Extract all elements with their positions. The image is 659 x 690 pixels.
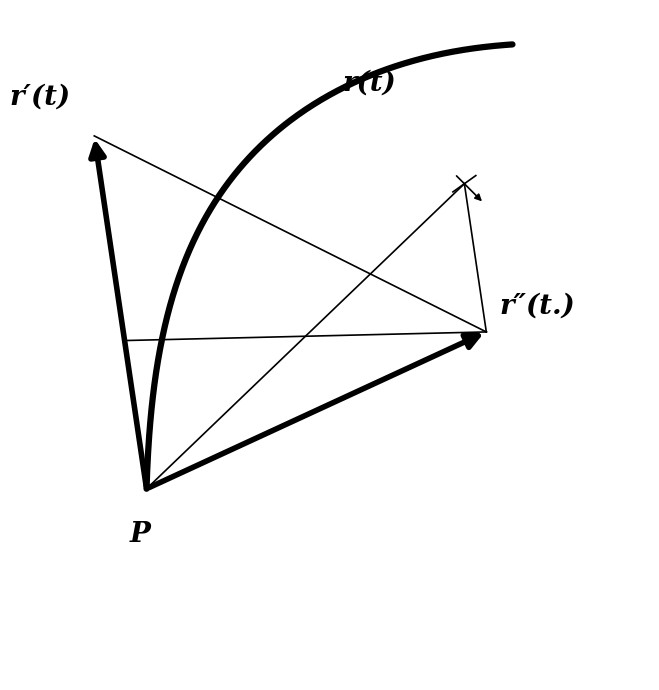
Text: r(t): r(t) [343,70,396,97]
Text: P: P [130,522,150,549]
Text: r′(t): r′(t) [9,83,71,110]
Text: r″(t.): r″(t.) [500,293,575,319]
